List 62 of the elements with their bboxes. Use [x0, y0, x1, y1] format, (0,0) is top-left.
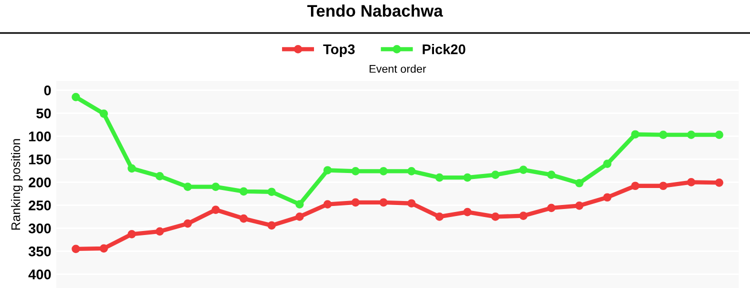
point [575, 201, 584, 210]
point [435, 212, 444, 221]
chart-title: Tendo Nabachwa [307, 4, 444, 17]
point [547, 204, 556, 212]
point [72, 244, 80, 254]
point [100, 244, 108, 253]
y-tick-label: 400 [28, 270, 51, 280]
point [687, 178, 696, 186]
point [239, 187, 248, 196]
point [491, 170, 500, 180]
point [212, 206, 220, 214]
point [128, 230, 136, 238]
point [491, 212, 500, 221]
point [184, 182, 192, 191]
point [128, 164, 136, 173]
point [687, 130, 696, 139]
y-tick-label: 300 [28, 224, 51, 234]
point [267, 221, 276, 230]
legend-label: Top3 [323, 44, 355, 57]
legend-label: Pick20 [422, 44, 466, 54]
point [435, 173, 444, 182]
point [519, 212, 528, 220]
point [659, 182, 668, 190]
point [295, 212, 304, 221]
point [603, 193, 612, 202]
point [323, 200, 332, 208]
y-axis-title: Ranking position [11, 139, 23, 230]
point [603, 160, 612, 168]
point [295, 200, 304, 208]
point [715, 130, 724, 139]
point [156, 172, 164, 180]
point [715, 178, 724, 187]
point [184, 219, 192, 228]
point [72, 92, 80, 102]
point [519, 166, 528, 174]
point [351, 198, 360, 207]
y-tick-label: 250 [28, 200, 51, 210]
point [379, 198, 388, 207]
point [156, 227, 164, 236]
y-tick-label: 350 [28, 246, 51, 256]
point [379, 166, 388, 176]
y-tick-label: 50 [36, 108, 51, 118]
point [239, 214, 248, 223]
point [659, 130, 668, 139]
y-tick-label: 0 [44, 86, 51, 96]
point [575, 178, 584, 188]
point [407, 166, 416, 176]
point [407, 199, 416, 208]
point [463, 173, 472, 182]
point [631, 130, 640, 139]
point [631, 182, 640, 190]
y-tick-label: 150 [29, 154, 51, 164]
point [267, 188, 276, 196]
x-axis-title: Event order [370, 64, 426, 73]
point [463, 208, 472, 216]
point [100, 109, 108, 118]
point [547, 170, 556, 180]
point [323, 166, 332, 174]
point [212, 182, 220, 191]
point [351, 166, 360, 176]
y-tick-label: 200 [28, 178, 51, 188]
y-tick-label: 100 [29, 132, 51, 142]
